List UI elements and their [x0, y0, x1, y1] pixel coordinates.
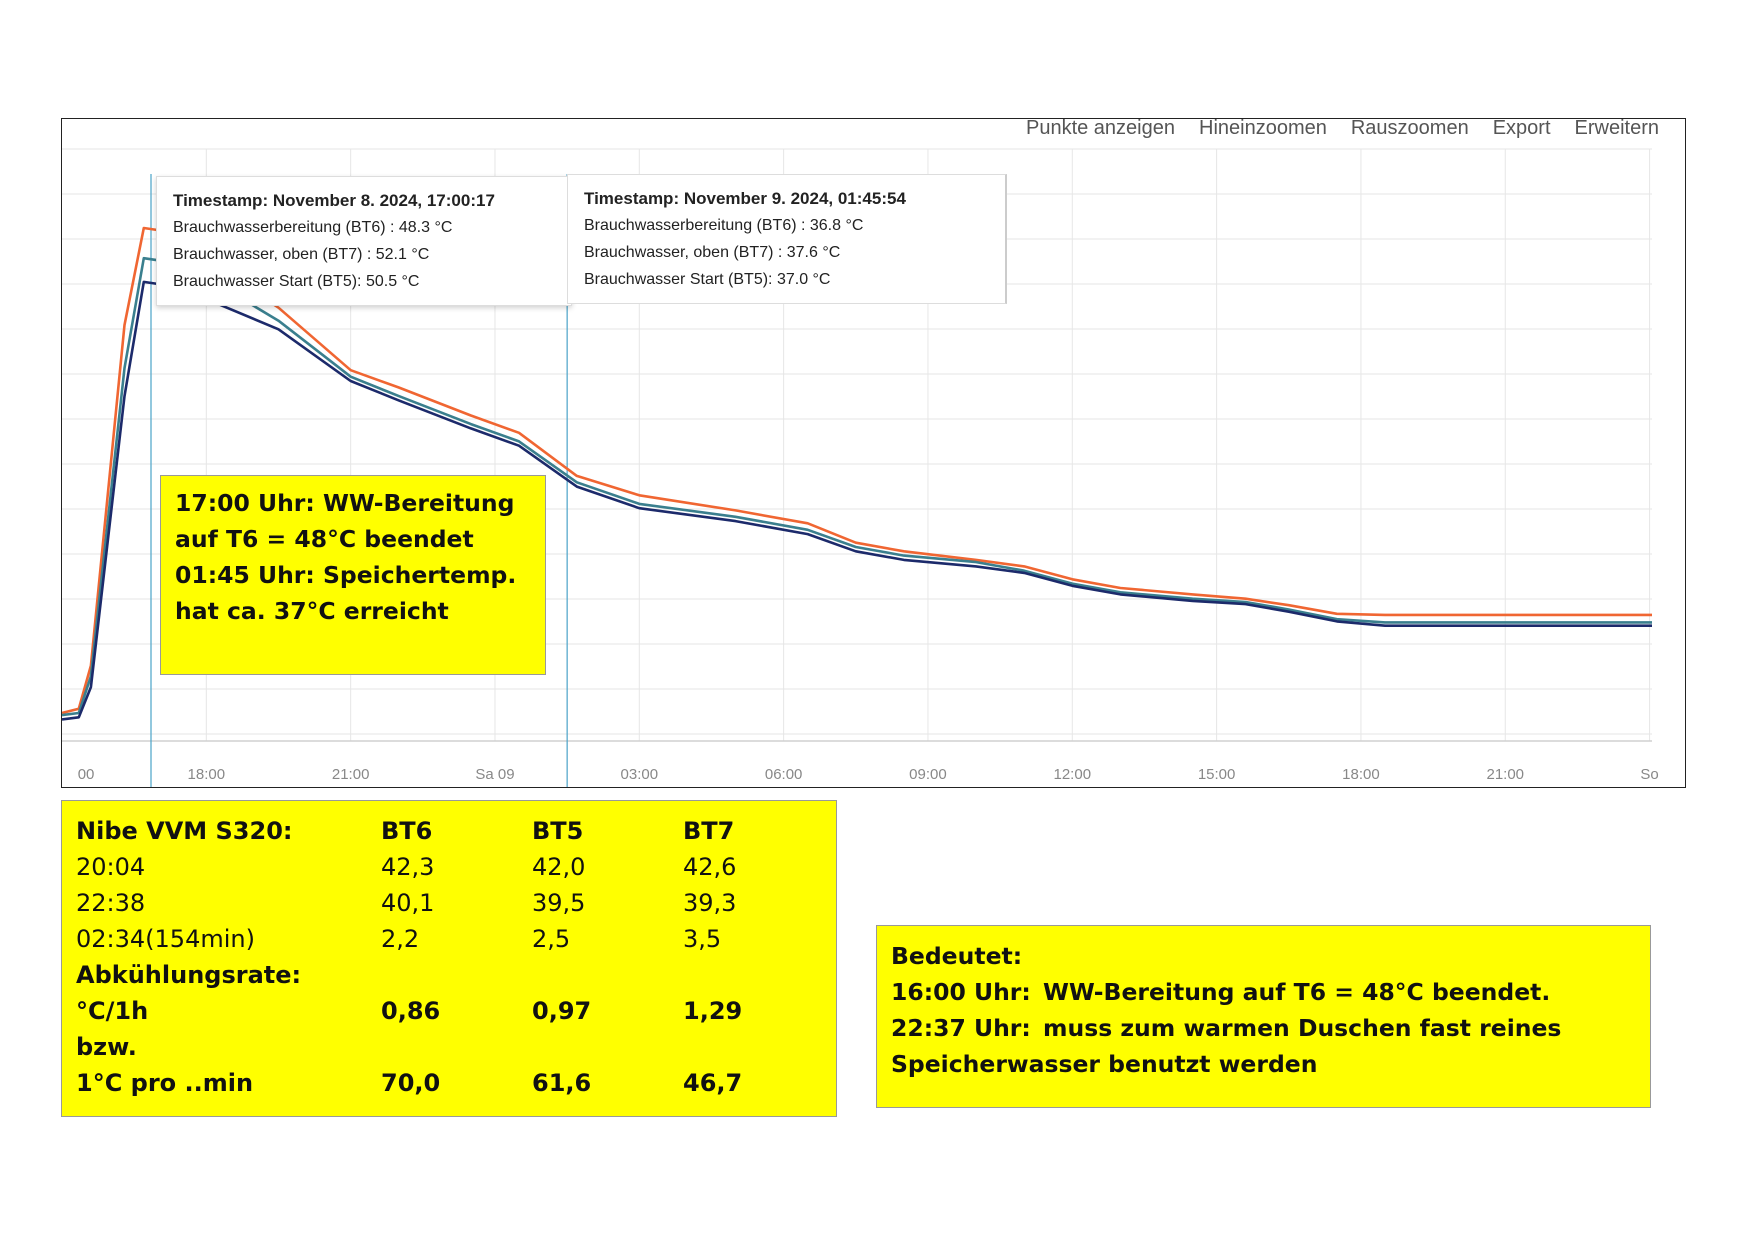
meaning-line-2-text: muss zum warmen Duschen fast reines	[1043, 1014, 1562, 1042]
chart-toolbar: Punkte anzeigen Hineinzoomen Rauszoomen …	[1026, 119, 1659, 141]
tooltip-2-bt6: Brauchwasserbereitung (BT6) : 36.8 °C	[584, 217, 864, 234]
table-cell: 61,6	[532, 1069, 592, 1097]
table-cell: 39,3	[683, 889, 737, 917]
table-row: Abkühlungsrate:	[76, 957, 813, 993]
x-tick-label: 21:00	[1486, 766, 1524, 783]
x-tick-label: 21:00	[332, 766, 370, 783]
table-cell: 1°C pro ..min	[76, 1069, 254, 1097]
meaning-line-1-time: 16:00 Uhr:	[891, 978, 1031, 1006]
cooling-rate-table-box: Nibe VVM S320: BT6 BT5 BT7 20:04 42,3 42,0 42,6…	[61, 800, 837, 1117]
table-cell	[532, 957, 683, 993]
meaning-line-2: 22:37 Uhr: muss zum warmen Duschen fast r…	[891, 1010, 1636, 1046]
x-tick-label: 09:00	[909, 766, 947, 783]
chart-annotation-note: 17:00 Uhr: WW-Bereitung auf T6 = 48°C be…	[160, 475, 546, 675]
table-cell: °C/1h	[76, 997, 149, 1025]
table-cell: 0,86	[381, 997, 441, 1025]
table-cell	[381, 1029, 532, 1065]
meaning-line-2-time: 22:37 Uhr:	[891, 1014, 1031, 1042]
table-cell: 42,3	[381, 853, 435, 881]
tooltip-1: Timestamp: November 8. 2024, 17:00:17 Br…	[156, 176, 572, 306]
export-button[interactable]: Export	[1492, 118, 1551, 139]
tooltip-1-timestamp: Timestamp: November 8. 2024, 17:00:17	[173, 191, 495, 210]
table-cell: 40,1	[381, 889, 435, 917]
table-cell: Abkühlungsrate:	[76, 961, 302, 989]
meaning-line-1: 16:00 Uhr: WW-Bereitung auf T6 = 48°C bee…	[891, 974, 1636, 1010]
table-row: 1°C pro ..min 70,0 61,6 46,7	[76, 1065, 813, 1101]
expand-button[interactable]: Erweitern	[1574, 118, 1659, 139]
tooltip-1-bt6: Brauchwasserbereitung (BT6) : 48.3 °C	[173, 219, 453, 236]
note-line-2: auf T6 = 48°C beendet	[175, 525, 474, 553]
table-cell: 46,7	[683, 1069, 743, 1097]
table-cell	[683, 1029, 813, 1065]
table-row: 20:04 42,3 42,0 42,6	[76, 849, 813, 885]
table-cell	[683, 957, 813, 993]
table-cell: 20:04	[76, 853, 146, 881]
table-cell: 3,5	[683, 925, 722, 953]
table-cell	[532, 1029, 683, 1065]
x-tick-label: 06:00	[765, 766, 803, 783]
table-cell: 42,0	[532, 853, 586, 881]
table-cell: 70,0	[381, 1069, 441, 1097]
meaning-line-1-text: WW-Bereitung auf T6 = 48°C beendet.	[1043, 978, 1551, 1006]
table-cell: 02:34(154min)	[76, 925, 255, 953]
note-line-3: 01:45 Uhr: Speichertemp.	[175, 561, 517, 589]
x-tick-label: Sa 09	[475, 766, 514, 783]
table-cell: Nibe VVM S320:	[76, 817, 293, 845]
tooltip-2-timestamp: Timestamp: November 9. 2024, 01:45:54	[584, 189, 906, 208]
table-row: bzw.	[76, 1029, 813, 1065]
x-tick-label: 03:00	[621, 766, 659, 783]
table-cell: 39,5	[532, 889, 586, 917]
cooling-rate-table: Nibe VVM S320: BT6 BT5 BT7 20:04 42,3 42,0 42,6…	[76, 813, 813, 1101]
tooltip-2-bt5: Brauchwasser Start (BT5): 37.0 °C	[584, 271, 831, 288]
table-cell: bzw.	[76, 1033, 137, 1061]
table-row: 02:34(154min) 2,2 2,5 3,5	[76, 921, 813, 957]
table-row: 22:38 40,1 39,5 39,3	[76, 885, 813, 921]
tooltip-2-bt7: Brauchwasser, oben (BT7) : 37.6 °C	[584, 244, 841, 261]
series-line	[62, 226, 1652, 715]
table-cell	[381, 957, 532, 993]
zoom-in-button[interactable]: Hineinzoomen	[1199, 118, 1327, 139]
note-line-1: 17:00 Uhr: WW-Bereitung	[175, 489, 515, 517]
meaning-line-3: Speicherwasser benutzt werden	[891, 1050, 1318, 1078]
note-line-4: hat ca. 37°C erreicht	[175, 597, 449, 625]
chart-panel: 00 18:00 21:00 Sa 09 03:00 06:00 09:00 12:00 15:…	[61, 118, 1686, 788]
tooltip-2: Timestamp: November 9. 2024, 01:45:54 Br…	[567, 174, 1007, 304]
meaning-note: Bedeutet: 16:00 Uhr: WW-Bereitung auf T6 …	[876, 925, 1651, 1108]
table-cell: 0,97	[532, 997, 592, 1025]
series-line	[62, 280, 1652, 721]
x-tick-label: 15:00	[1198, 766, 1236, 783]
table-row: °C/1h 0,86 0,97 1,29	[76, 993, 813, 1029]
series-line	[62, 256, 1652, 717]
tooltip-1-bt5: Brauchwasser Start (BT5): 50.5 °C	[173, 273, 420, 290]
x-tick-label: 18:00	[1342, 766, 1380, 783]
table-cell: 42,6	[683, 853, 737, 881]
x-tick-label: 18:00	[188, 766, 226, 783]
table-cell: BT6	[381, 817, 433, 845]
x-tick-label: So	[1640, 766, 1658, 783]
x-tick-label: 00	[78, 766, 95, 783]
table-cell: BT5	[532, 817, 584, 845]
zoom-out-button[interactable]: Rauszoomen	[1350, 118, 1469, 139]
table-cell: 1,29	[683, 997, 743, 1025]
tooltip-1-bt7: Brauchwasser, oben (BT7) : 52.1 °C	[173, 246, 430, 263]
table-cell: BT7	[683, 817, 735, 845]
meaning-title: Bedeutet:	[891, 942, 1023, 970]
table-cell: 2,2	[381, 925, 420, 953]
show-points-button[interactable]: Punkte anzeigen	[1025, 118, 1175, 139]
table-cell: 22:38	[76, 889, 146, 917]
x-tick-label: 12:00	[1054, 766, 1092, 783]
table-cell: 2,5	[532, 925, 571, 953]
table-row: Nibe VVM S320: BT6 BT5 BT7	[76, 813, 813, 849]
